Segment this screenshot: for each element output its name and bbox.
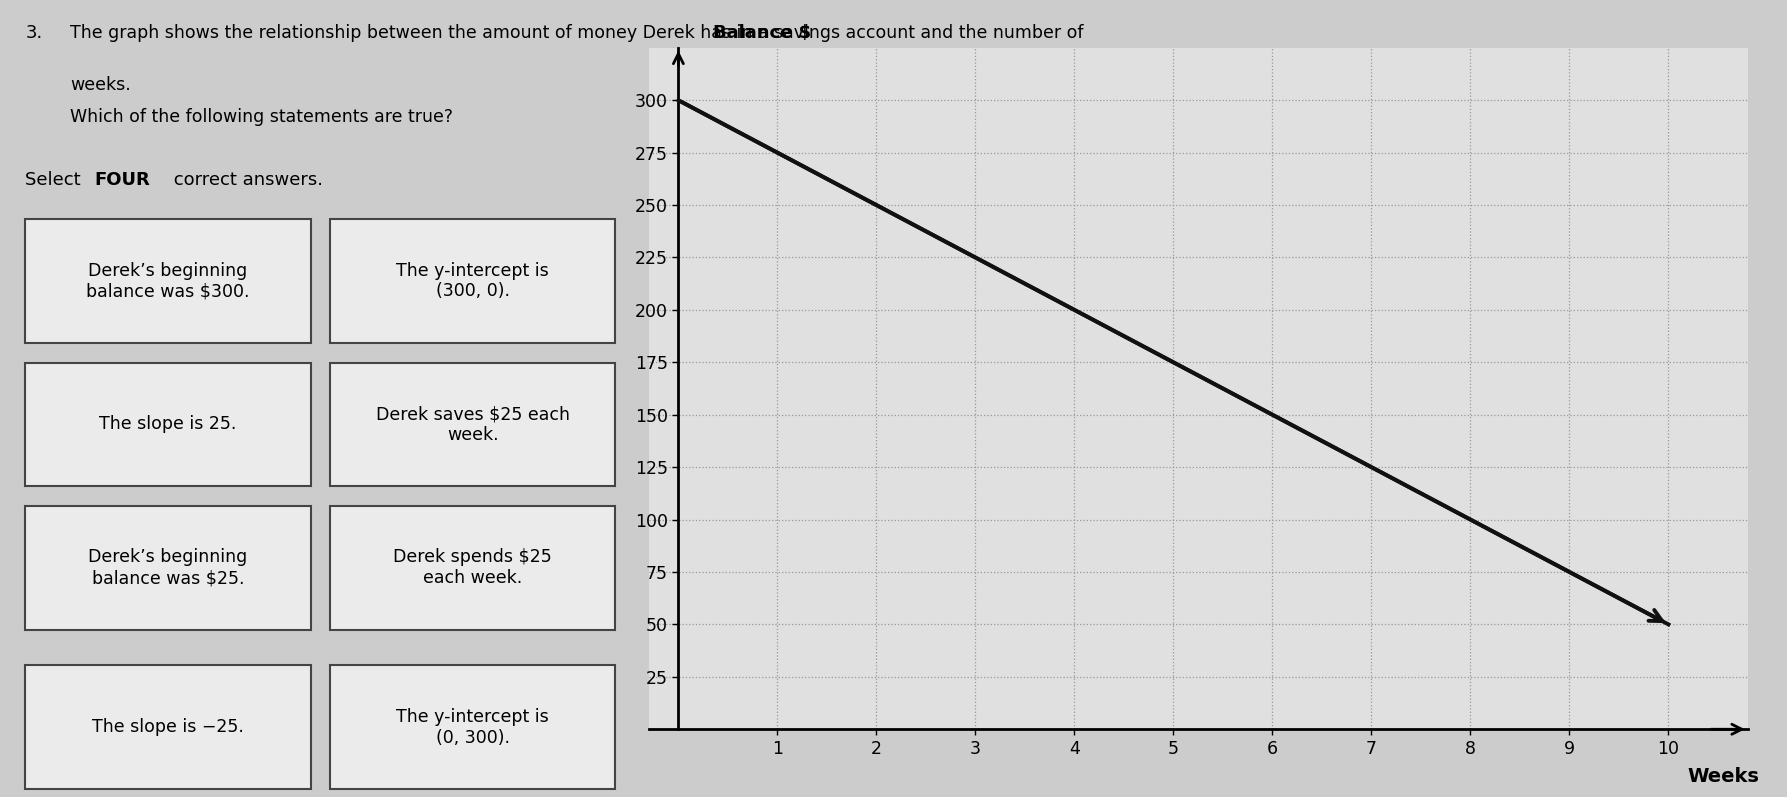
FancyBboxPatch shape [25,506,311,630]
FancyBboxPatch shape [331,506,615,630]
FancyBboxPatch shape [331,665,615,789]
Text: The y-intercept is
(300, 0).: The y-intercept is (300, 0). [397,261,549,300]
Text: Weeks: Weeks [1687,767,1758,786]
Text: Derek’s beginning
balance was $25.: Derek’s beginning balance was $25. [89,548,248,587]
Text: Which of the following statements are true?: Which of the following statements are tr… [70,108,452,126]
Text: Derek saves $25 each
week.: Derek saves $25 each week. [375,405,570,444]
Text: FOUR: FOUR [95,171,150,190]
Text: The slope is 25.: The slope is 25. [100,415,238,434]
FancyBboxPatch shape [331,219,615,343]
FancyBboxPatch shape [331,363,615,486]
Text: 3.: 3. [25,24,43,42]
Text: The slope is −25.: The slope is −25. [93,718,245,736]
Text: Derek spends $25
each week.: Derek spends $25 each week. [393,548,552,587]
Text: weeks.: weeks. [70,76,130,94]
Text: The graph shows the relationship between the amount of money Derek has in a savi: The graph shows the relationship between… [70,24,1083,42]
Text: correct answers.: correct answers. [168,171,323,190]
Text: Balance $: Balance $ [713,24,811,41]
Text: The y-intercept is
(0, 300).: The y-intercept is (0, 300). [397,708,549,747]
Text: Select: Select [25,171,88,190]
FancyBboxPatch shape [25,665,311,789]
Text: Derek’s beginning
balance was $300.: Derek’s beginning balance was $300. [86,261,250,300]
FancyBboxPatch shape [25,363,311,486]
FancyBboxPatch shape [25,219,311,343]
